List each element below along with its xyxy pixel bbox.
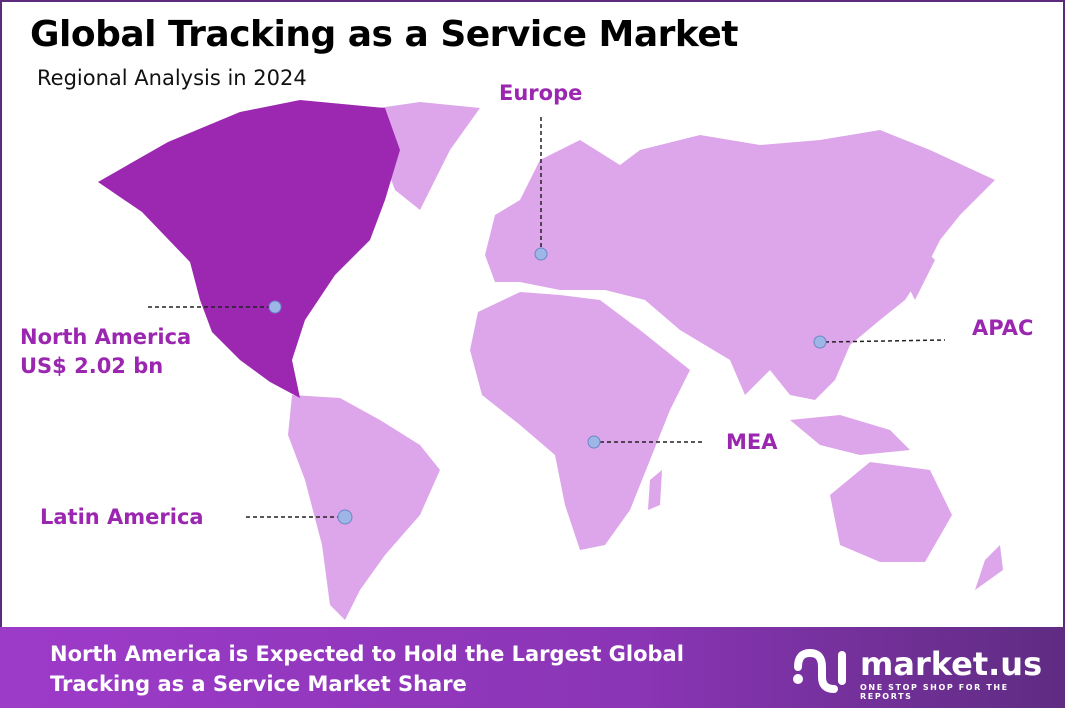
europe-label: Europe: [499, 81, 583, 105]
north-america-region: [98, 100, 400, 398]
apac-label: APAC: [972, 316, 1034, 340]
south-america: [288, 395, 440, 620]
europe-marker: [534, 247, 548, 261]
footer-line-1: North America is Expected to Hold the La…: [50, 642, 684, 666]
latin-america-marker: [337, 509, 353, 525]
uk: [498, 205, 518, 245]
north-america-value: US$ 2.02 bn: [20, 354, 164, 378]
africa: [470, 292, 690, 550]
footer-text: North America is Expected to Hold the La…: [50, 639, 684, 699]
eurasia: [485, 130, 995, 400]
page-subtitle: Regional Analysis in 2024: [37, 66, 307, 90]
new-zealand: [975, 545, 1003, 590]
footer-line-2: Tracking as a Service Market Share: [50, 672, 467, 696]
se-asia-islands: [790, 415, 910, 455]
latin-america-label: Latin America: [40, 505, 204, 529]
market-us-logo-icon: [793, 648, 846, 693]
mea-marker: [587, 435, 601, 449]
japan: [905, 250, 935, 300]
north-america-marker: [268, 300, 282, 314]
apac-leader: [824, 339, 946, 343]
page-title: Global Tracking as a Service Market: [30, 14, 739, 55]
madagascar: [648, 470, 662, 510]
mea-label: MEA: [726, 430, 778, 454]
brand-name: market.us: [860, 645, 1043, 683]
australia: [830, 462, 952, 562]
brand-tagline: ONE STOP SHOP FOR THE REPORTS: [860, 683, 1009, 701]
market-us-logo: market.us ONE STOP SHOP FOR THE REPORTS: [790, 645, 1050, 701]
north-america-label: North America: [20, 325, 192, 349]
footer-banner: North America is Expected to Hold the La…: [0, 627, 1065, 708]
world-map: [98, 100, 1003, 620]
apac-marker: [813, 335, 827, 349]
